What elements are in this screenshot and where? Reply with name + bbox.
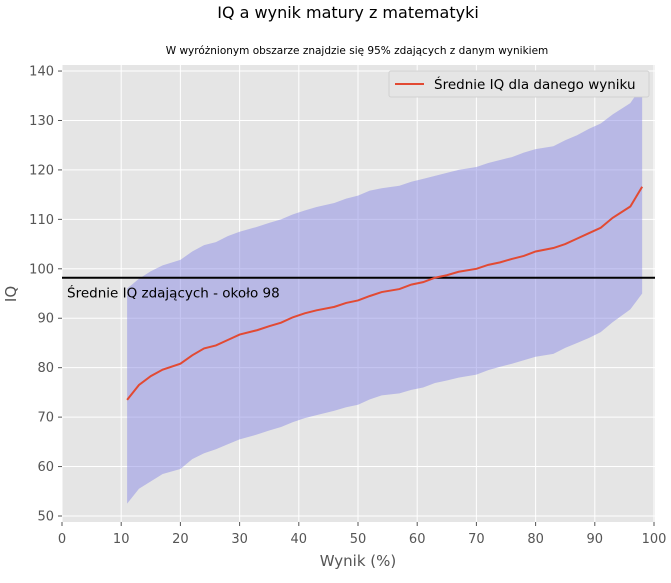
y-tick-label: 90 — [37, 312, 54, 327]
x-tick-label: 70 — [468, 532, 485, 547]
y-tick-label: 80 — [37, 361, 54, 376]
x-tick-label: 90 — [587, 532, 604, 547]
legend: Średnie IQ dla danego wyniku — [388, 70, 650, 98]
y-tick-label: 50 — [37, 510, 54, 525]
y-tick-label: 140 — [29, 65, 54, 80]
legend-label: Średnie IQ dla danego wyniku — [434, 75, 636, 93]
axis-ticks: 0 10 20 30 40 50 60 70 80 90 100 50 60 70 80 90 100 110 12… — [29, 65, 666, 547]
y-tick-label: 60 — [37, 460, 54, 475]
mean-iq-label: Średnie IQ zdających - około 98 — [67, 284, 280, 302]
x-tick-label: 100 — [642, 532, 667, 547]
chart-title: IQ a wynik matury z matematyki — [217, 3, 479, 22]
x-axis-label: Wynik (%) — [320, 552, 397, 570]
y-tick-label: 100 — [29, 262, 54, 277]
confidence-band — [127, 85, 643, 504]
y-axis-label: IQ — [2, 286, 20, 302]
y-tick-label: 130 — [29, 114, 54, 129]
x-tick-label: 50 — [350, 532, 367, 547]
x-tick-label: 40 — [291, 532, 308, 547]
y-tick-label: 120 — [29, 163, 54, 178]
x-tick-label: 30 — [231, 532, 248, 547]
x-tick-label: 0 — [58, 532, 66, 547]
x-tick-label: 20 — [172, 532, 189, 547]
x-tick-label: 60 — [409, 532, 426, 547]
x-tick-label: 10 — [113, 532, 130, 547]
y-tick-label: 110 — [29, 213, 54, 228]
x-tick-label: 80 — [527, 532, 544, 547]
series-line-mean-iq — [126, 186, 644, 401]
chart-subtitle: W wyróżnionym obszarze znajdzie się 95% … — [166, 45, 549, 57]
y-tick-label: 70 — [37, 411, 54, 426]
